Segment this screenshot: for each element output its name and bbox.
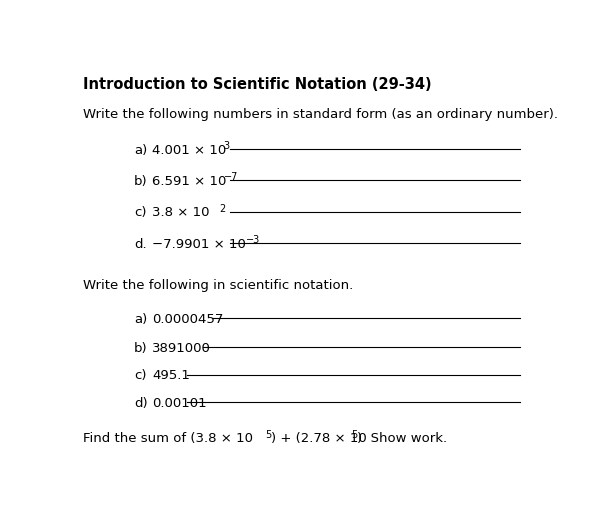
Text: c): c): [134, 369, 146, 382]
Text: 5: 5: [265, 429, 271, 439]
Text: −7.9901 × 10: −7.9901 × 10: [152, 237, 246, 250]
Text: a): a): [134, 312, 147, 325]
Text: Write the following in scientific notation.: Write the following in scientific notati…: [83, 278, 353, 292]
Text: d.: d.: [134, 237, 146, 250]
Text: 4.001 × 10: 4.001 × 10: [152, 144, 227, 156]
Text: c): c): [134, 206, 146, 219]
Text: a): a): [134, 144, 147, 156]
Text: Introduction to Scientific Notation (29-34): Introduction to Scientific Notation (29-…: [83, 77, 432, 92]
Text: −3: −3: [247, 235, 261, 245]
Text: ) + (2.78 × 10: ) + (2.78 × 10: [271, 432, 366, 444]
Text: −7: −7: [224, 172, 238, 182]
Text: 0.00101: 0.00101: [152, 396, 207, 409]
Text: )  Show work.: ) Show work.: [357, 432, 447, 444]
Text: b): b): [134, 342, 148, 354]
Text: 3.8 × 10: 3.8 × 10: [152, 206, 210, 219]
Text: b): b): [134, 175, 148, 188]
Text: Write the following numbers in standard form (as an ordinary number).: Write the following numbers in standard …: [83, 108, 559, 121]
Text: 3891000: 3891000: [152, 342, 211, 354]
Text: d): d): [134, 396, 148, 409]
Text: 6.591 × 10: 6.591 × 10: [152, 175, 227, 188]
Text: 5: 5: [351, 429, 358, 439]
Text: 0.0000457: 0.0000457: [152, 312, 224, 325]
Text: Find the sum of (3.8 × 10: Find the sum of (3.8 × 10: [83, 432, 253, 444]
Text: 495.1: 495.1: [152, 369, 190, 382]
Text: 3: 3: [224, 140, 229, 151]
Text: 2: 2: [219, 204, 225, 213]
